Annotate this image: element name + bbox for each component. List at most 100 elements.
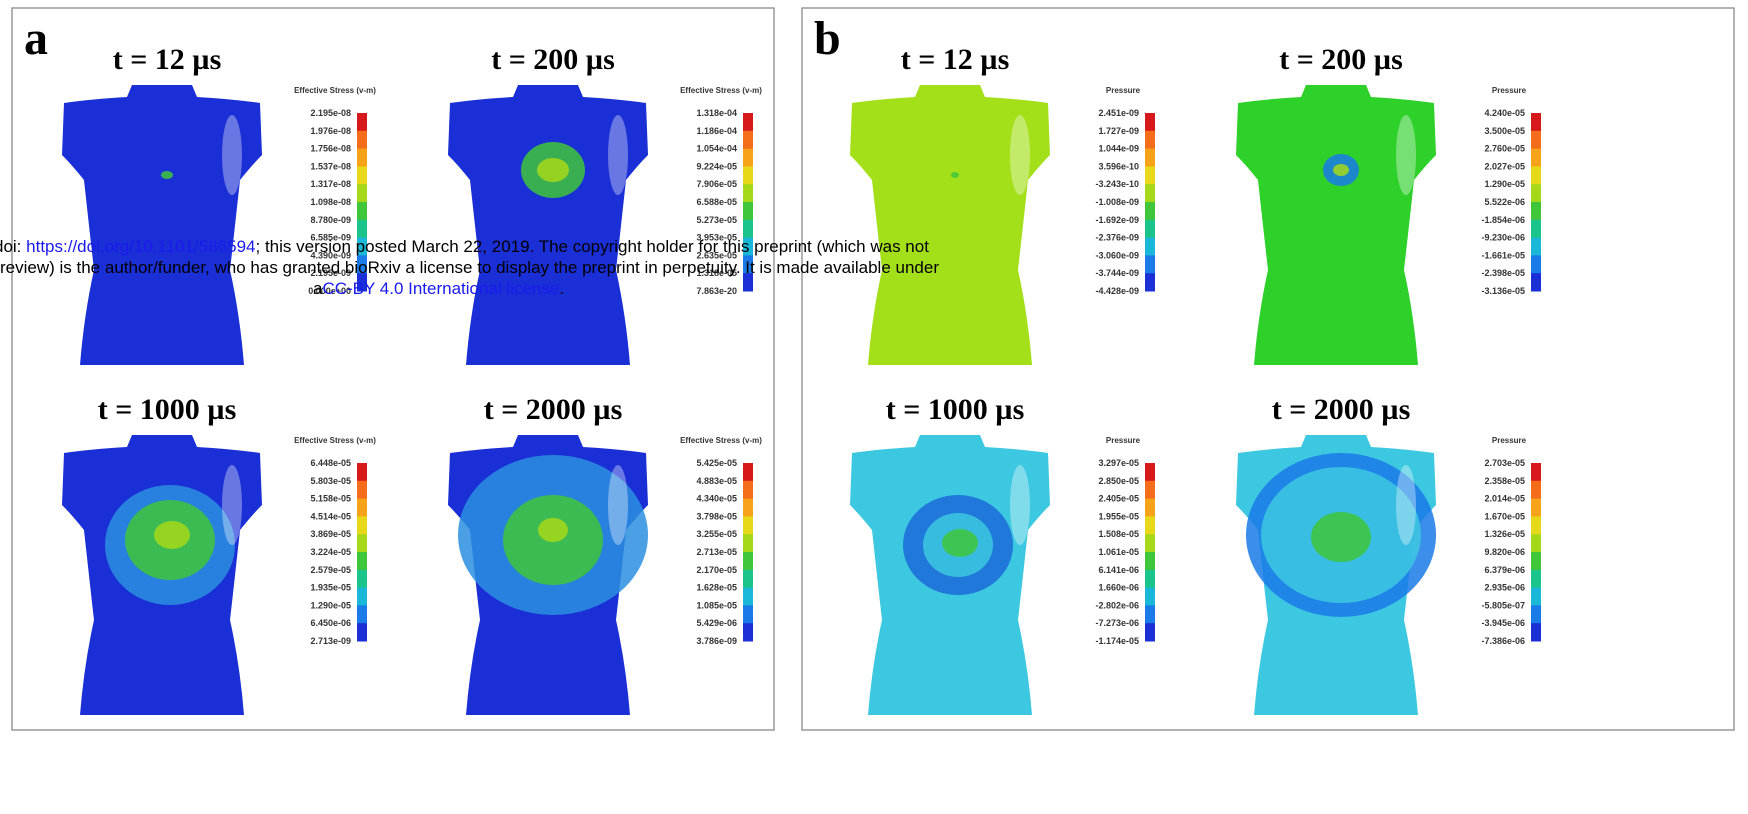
colorbar-segment <box>1531 273 1541 291</box>
colorbar-label: 3.869e-05 <box>310 529 351 539</box>
colorbar-label: 5.158e-05 <box>310 494 351 504</box>
highlight <box>1010 115 1030 195</box>
colorbar-segment <box>1145 516 1155 534</box>
contour-region <box>538 518 568 542</box>
colorbar-label: 1.290e-05 <box>1484 179 1525 189</box>
colorbar-segment <box>743 166 753 184</box>
legend-title: Pressure <box>1106 436 1141 445</box>
subplot-title: t = 12 µs <box>113 43 222 76</box>
colorbar-segment <box>1531 166 1541 184</box>
colorbar-label: -7.273e-06 <box>1095 618 1139 628</box>
colorbar-label: 7.906e-05 <box>696 179 737 189</box>
colorbar-segment <box>357 166 367 184</box>
colorbar-segment <box>743 499 753 517</box>
colorbar-label: -1.661e-05 <box>1481 250 1525 260</box>
colorbar-segment <box>357 588 367 606</box>
colorbar-segment <box>357 481 367 499</box>
colorbar-label: 2.451e-09 <box>1098 108 1139 118</box>
colorbar-segment <box>1145 149 1155 167</box>
colorbar-segment <box>743 570 753 588</box>
colorbar-label: 2.703e-05 <box>1484 458 1525 468</box>
colorbar-label: 1.537e-08 <box>310 161 351 171</box>
subplot-title: t = 2000 µs <box>1272 393 1411 426</box>
colorbar-label: 2.713e-05 <box>696 547 737 557</box>
colorbar-label: 2.850e-05 <box>1098 476 1139 486</box>
contour-region <box>154 521 190 549</box>
colorbar-label: 6.141e-06 <box>1098 565 1139 575</box>
colorbar-label: 3.224e-05 <box>310 547 351 557</box>
subplot-title: t = 200 µs <box>1279 43 1403 76</box>
subplot: t = 12 µsEffective Stress (v-m)2.195e-08… <box>62 43 376 365</box>
legend-title: Pressure <box>1492 436 1527 445</box>
panel-label: b <box>814 12 841 65</box>
colorbar-label: 1.098e-08 <box>310 197 351 207</box>
colorbar-label: -2.398e-05 <box>1481 268 1525 278</box>
colorbar-label: 5.425e-05 <box>696 458 737 468</box>
colorbar-segment <box>1531 605 1541 623</box>
doi-link[interactable]: https://doi.org/10.1101/586594 <box>26 237 255 256</box>
legend-title: Effective Stress (v-m) <box>680 86 762 95</box>
colorbar-label: 2.014e-05 <box>1484 494 1525 504</box>
colorbar-segment <box>1531 131 1541 149</box>
colorbar-label: 1.085e-05 <box>696 600 737 610</box>
colorbar-segment <box>1145 605 1155 623</box>
colorbar-segment <box>1145 273 1155 291</box>
colorbar-segment <box>357 131 367 149</box>
colorbar-label: 5.522e-06 <box>1484 197 1525 207</box>
colorbar-segment <box>1145 166 1155 184</box>
colorbar-label: -1.174e-05 <box>1095 636 1139 646</box>
contour-region <box>537 158 569 182</box>
subplot-title: t = 2000 µs <box>484 393 623 426</box>
text: doi: <box>0 237 26 256</box>
colorbar-segment <box>1531 516 1541 534</box>
colorbar-segment <box>1531 238 1541 256</box>
colorbar-segment <box>743 534 753 552</box>
header-line: doi: https://doi.org/10.1101/586594; thi… <box>0 236 939 257</box>
colorbar-label: 2.713e-09 <box>310 636 351 646</box>
colorbar-label: 1.628e-05 <box>696 583 737 593</box>
colorbar-segment <box>1531 220 1541 238</box>
colorbar-segment <box>743 516 753 534</box>
colorbar-segment <box>357 623 367 641</box>
colorbar-label: 5.429e-06 <box>696 618 737 628</box>
colorbar-segment <box>743 552 753 570</box>
colorbar-label: 2.760e-05 <box>1484 144 1525 154</box>
subplot: t = 2000 µsEffective Stress (v-m)5.425e-… <box>448 393 762 715</box>
colorbar-label: -4.428e-09 <box>1095 286 1139 296</box>
colorbar-segment <box>1145 238 1155 256</box>
colorbar-label: -2.802e-06 <box>1095 600 1139 610</box>
colorbar-label: 1.186e-04 <box>696 126 737 136</box>
subplot: t = 1000 µsPressure3.297e-052.850e-052.4… <box>850 393 1155 715</box>
legend-title: Pressure <box>1106 86 1141 95</box>
colorbar-label: 4.340e-05 <box>696 494 737 504</box>
colorbar-label: 2.405e-05 <box>1098 494 1139 504</box>
colorbar-label: 1.326e-05 <box>1484 529 1525 539</box>
colorbar-segment <box>357 552 367 570</box>
colorbar-segment <box>1531 255 1541 273</box>
colorbar-segment <box>1531 623 1541 641</box>
colorbar-label: 1.290e-05 <box>310 600 351 610</box>
colorbar-label: -3.744e-09 <box>1095 268 1139 278</box>
colorbar-label: 1.508e-05 <box>1098 529 1139 539</box>
colorbar-label: -1.692e-09 <box>1095 215 1139 225</box>
colorbar-label: 4.883e-05 <box>696 476 737 486</box>
colorbar-label: 3.798e-05 <box>696 511 737 521</box>
colorbar-segment <box>743 463 753 481</box>
colorbar-label: 3.786e-09 <box>696 636 737 646</box>
contour-region <box>942 529 978 557</box>
highlight <box>1010 465 1030 545</box>
highlight <box>1396 115 1416 195</box>
colorbar-label: 1.044e-09 <box>1098 144 1139 154</box>
colorbar-segment <box>1145 463 1155 481</box>
colorbar-segment <box>357 149 367 167</box>
colorbar-segment <box>357 463 367 481</box>
highlight <box>222 115 242 195</box>
colorbar-label: 8.780e-09 <box>310 215 351 225</box>
colorbar-label: 2.935e-06 <box>1484 583 1525 593</box>
subplot-title: t = 1000 µs <box>98 393 237 426</box>
header-line: review) is the author/funder, who has gr… <box>0 257 939 278</box>
license-link[interactable]: CC-BY 4.0 International license <box>322 279 559 298</box>
colorbar-segment <box>357 113 367 131</box>
colorbar-segment <box>1531 149 1541 167</box>
contour-region <box>161 171 173 179</box>
